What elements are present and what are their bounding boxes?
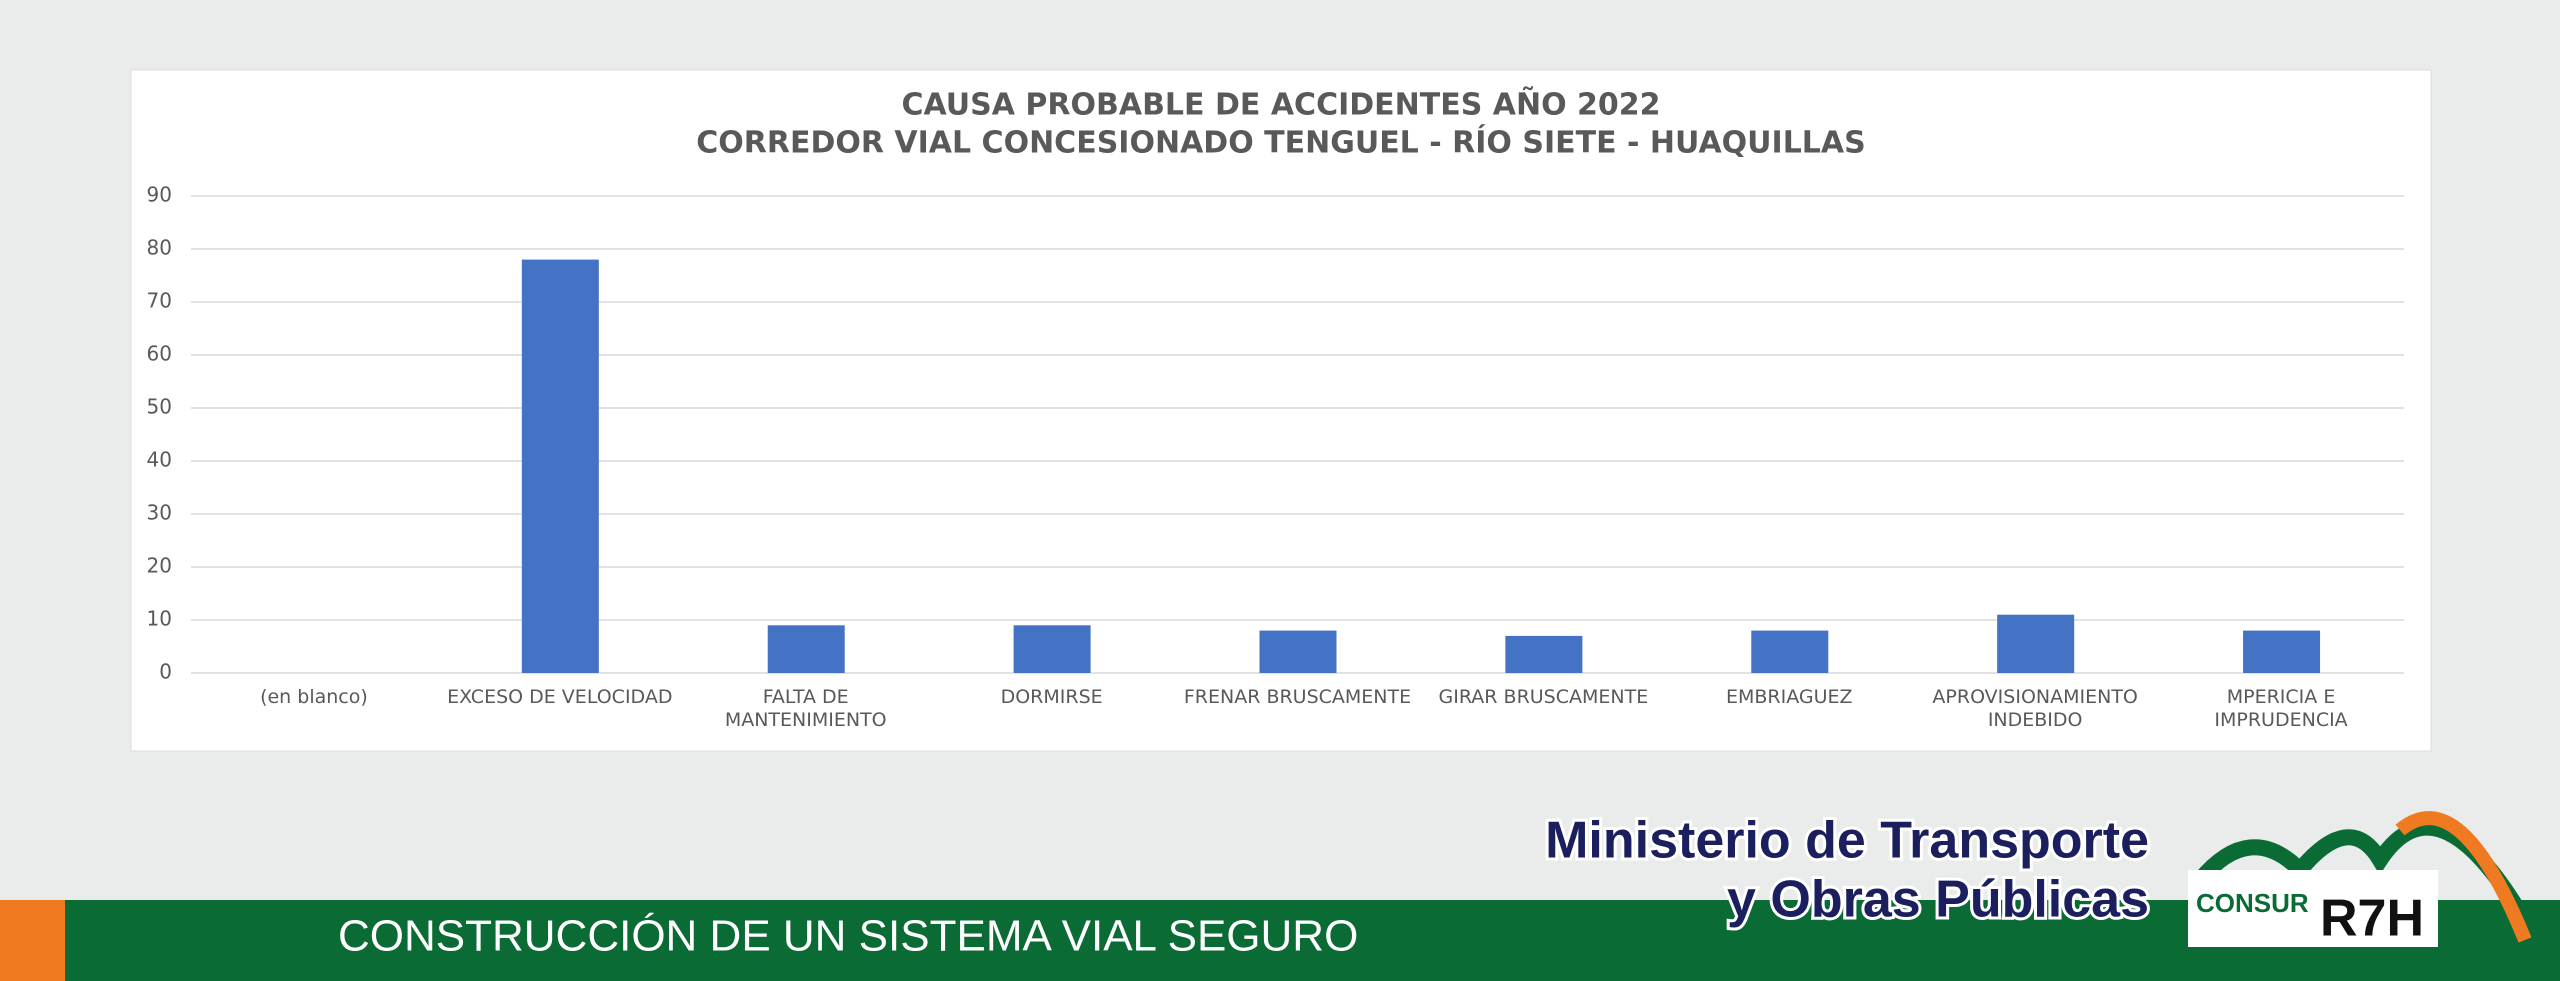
y-tick-label: 10 — [147, 607, 172, 631]
y-tick-label: 20 — [147, 554, 172, 578]
ministry-line: y Obras Públicas — [1727, 871, 2149, 929]
y-tick-label: 30 — [147, 501, 172, 525]
x-tick-label: EMBRIAGUEZ — [1725, 686, 1853, 708]
ministry-line: Ministerio de Transporte — [1545, 812, 2149, 870]
x-tick-label: FALTA DE MANTENIMIENTO — [724, 686, 887, 731]
y-tick-label: 70 — [147, 289, 172, 313]
chart-title: CAUSA PROBABLE DE ACCIDENTES AÑO 2022 — [901, 86, 1660, 123]
x-tick-label: EXCESO DE VELOCIDAD — [447, 686, 673, 708]
y-tick-label: 0 — [159, 660, 172, 684]
footer-accent — [0, 900, 65, 981]
y-tick-label: 60 — [147, 342, 172, 366]
y-tick-label: 80 — [147, 236, 172, 260]
logo-text: CONSUR — [2196, 888, 2309, 918]
bar — [1259, 630, 1337, 673]
logo-arc — [2395, 811, 2532, 943]
x-tick-label: DORMIRSE — [1000, 686, 1103, 708]
bar — [521, 259, 599, 673]
bar — [1505, 635, 1583, 673]
bar — [1997, 614, 2075, 673]
logo: CONSUR R7H — [2188, 811, 2537, 948]
x-tick-label: APROVISIONAMIENTO INDEBIDO — [1932, 686, 2138, 731]
logo-text: R7H — [2320, 890, 2424, 948]
x-tick-label: (en blanco) — [260, 686, 368, 708]
bar — [1751, 630, 1829, 673]
chart-subtitle: CORREDOR VIAL CONCESIONADO TENGUEL - RÍO… — [696, 125, 1866, 161]
y-tick-label: 50 — [147, 395, 172, 419]
bar — [2243, 630, 2321, 673]
footer-banner: CONSTRUCCIÓN DE UN SISTEMA VIAL SEGURO — [338, 912, 1358, 961]
logo-box — [2188, 870, 2438, 947]
y-tick-label: 40 — [147, 448, 172, 472]
x-tick-label: MPERICIA E IMPRUDENCIA — [2214, 686, 2348, 731]
footer-band — [0, 900, 2560, 981]
bar — [1013, 625, 1091, 673]
y-tick-label: 90 — [147, 183, 172, 207]
bar — [767, 625, 845, 673]
x-tick-label: GIRAR BRUSCAMENTE — [1438, 686, 1649, 708]
x-tick-label: FRENAR BRUSCAMENTE — [1183, 686, 1412, 708]
